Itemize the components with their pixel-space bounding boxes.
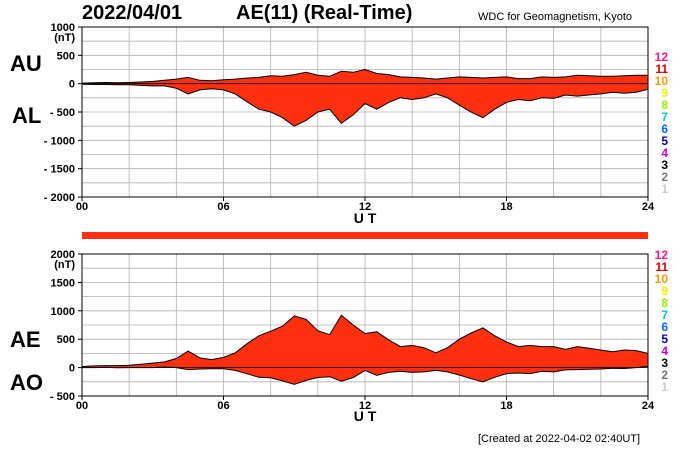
series-line-ae [81, 314, 649, 367]
legend-station-7: 7 [661, 110, 668, 124]
y-tick-label: 1500 [51, 277, 75, 289]
data-coverage-bar [82, 232, 648, 239]
legend-station-9: 9 [661, 86, 668, 100]
y-tick-label: 2000 [51, 249, 75, 261]
x-tick-label: 24 [642, 201, 655, 213]
legend-station-4: 4 [661, 344, 668, 358]
y-tick-label: 0 [69, 79, 75, 91]
y-tick-label: 500 [57, 50, 75, 62]
legend-station-8: 8 [661, 98, 668, 112]
legend-station-12: 12 [655, 50, 669, 64]
legend-station-8: 8 [661, 296, 668, 310]
y-tick-label: 500 [57, 334, 75, 346]
y-tick-label: - 500 [50, 391, 75, 403]
legend-station-4: 4 [661, 146, 668, 160]
x-tick-label: 18 [500, 201, 512, 213]
created-timestamp: [Created at 2022-04-02 02:40UT] [478, 433, 641, 445]
legend-station-2: 2 [661, 170, 668, 184]
y-unit-label: (nT) [54, 259, 75, 271]
y-tick-label: 0 [69, 363, 75, 375]
y-tick-label: - 1000 [44, 135, 75, 147]
legend-station-10: 10 [655, 74, 669, 88]
x-tick-label: 24 [642, 400, 655, 412]
x-tick-label: 18 [500, 400, 512, 412]
al-axis-label: AL [12, 103, 42, 128]
chart-title: AE(11) (Real-Time) [236, 2, 413, 24]
legend-station-10: 10 [655, 272, 669, 286]
x-tick-label: 06 [217, 201, 229, 213]
legend-station-2: 2 [661, 368, 668, 382]
legend-station-6: 6 [661, 320, 668, 334]
series-line-al [81, 83, 649, 127]
x-axis-title: U T [354, 210, 377, 226]
legend-station-7: 7 [661, 308, 668, 322]
chart-date: 2022/04/01 [82, 2, 183, 24]
y-tick-label: - 2000 [44, 192, 75, 204]
legend-station-9: 9 [661, 284, 668, 298]
legend-station-1: 1 [661, 380, 668, 394]
legend-station-11: 11 [655, 260, 668, 274]
source-credit: WDC for Geomagnetism, Kyoto [478, 11, 633, 23]
x-tick-label: 12 [359, 400, 371, 412]
legend-station-5: 5 [661, 134, 668, 148]
y-tick-label: - 500 [50, 107, 75, 119]
legend-station-3: 3 [661, 356, 668, 370]
legend-station-3: 3 [661, 158, 668, 172]
y-unit-label: (nT) [54, 32, 75, 44]
legend-station-5: 5 [661, 332, 668, 346]
ao-axis-label: AO [10, 370, 43, 395]
x-tick-label: 00 [76, 201, 88, 213]
x-axis-title: U T [354, 408, 377, 424]
x-tick-label: 00 [76, 400, 88, 412]
legend-station-12: 12 [655, 248, 669, 262]
legend-station-6: 6 [661, 122, 668, 136]
x-tick-label: 06 [217, 400, 229, 412]
legend-station-11: 11 [655, 62, 668, 76]
ae-axis-label: AE [10, 327, 41, 352]
au-axis-label: AU [10, 51, 42, 76]
y-tick-label: 1000 [51, 22, 75, 34]
y-tick-label: - 1500 [44, 164, 75, 176]
series-band-ae-ao [82, 315, 648, 385]
x-tick-label: 12 [359, 201, 371, 213]
series-line-au [81, 68, 648, 84]
y-tick-label: 1000 [51, 306, 75, 318]
legend-station-1: 1 [661, 182, 668, 196]
